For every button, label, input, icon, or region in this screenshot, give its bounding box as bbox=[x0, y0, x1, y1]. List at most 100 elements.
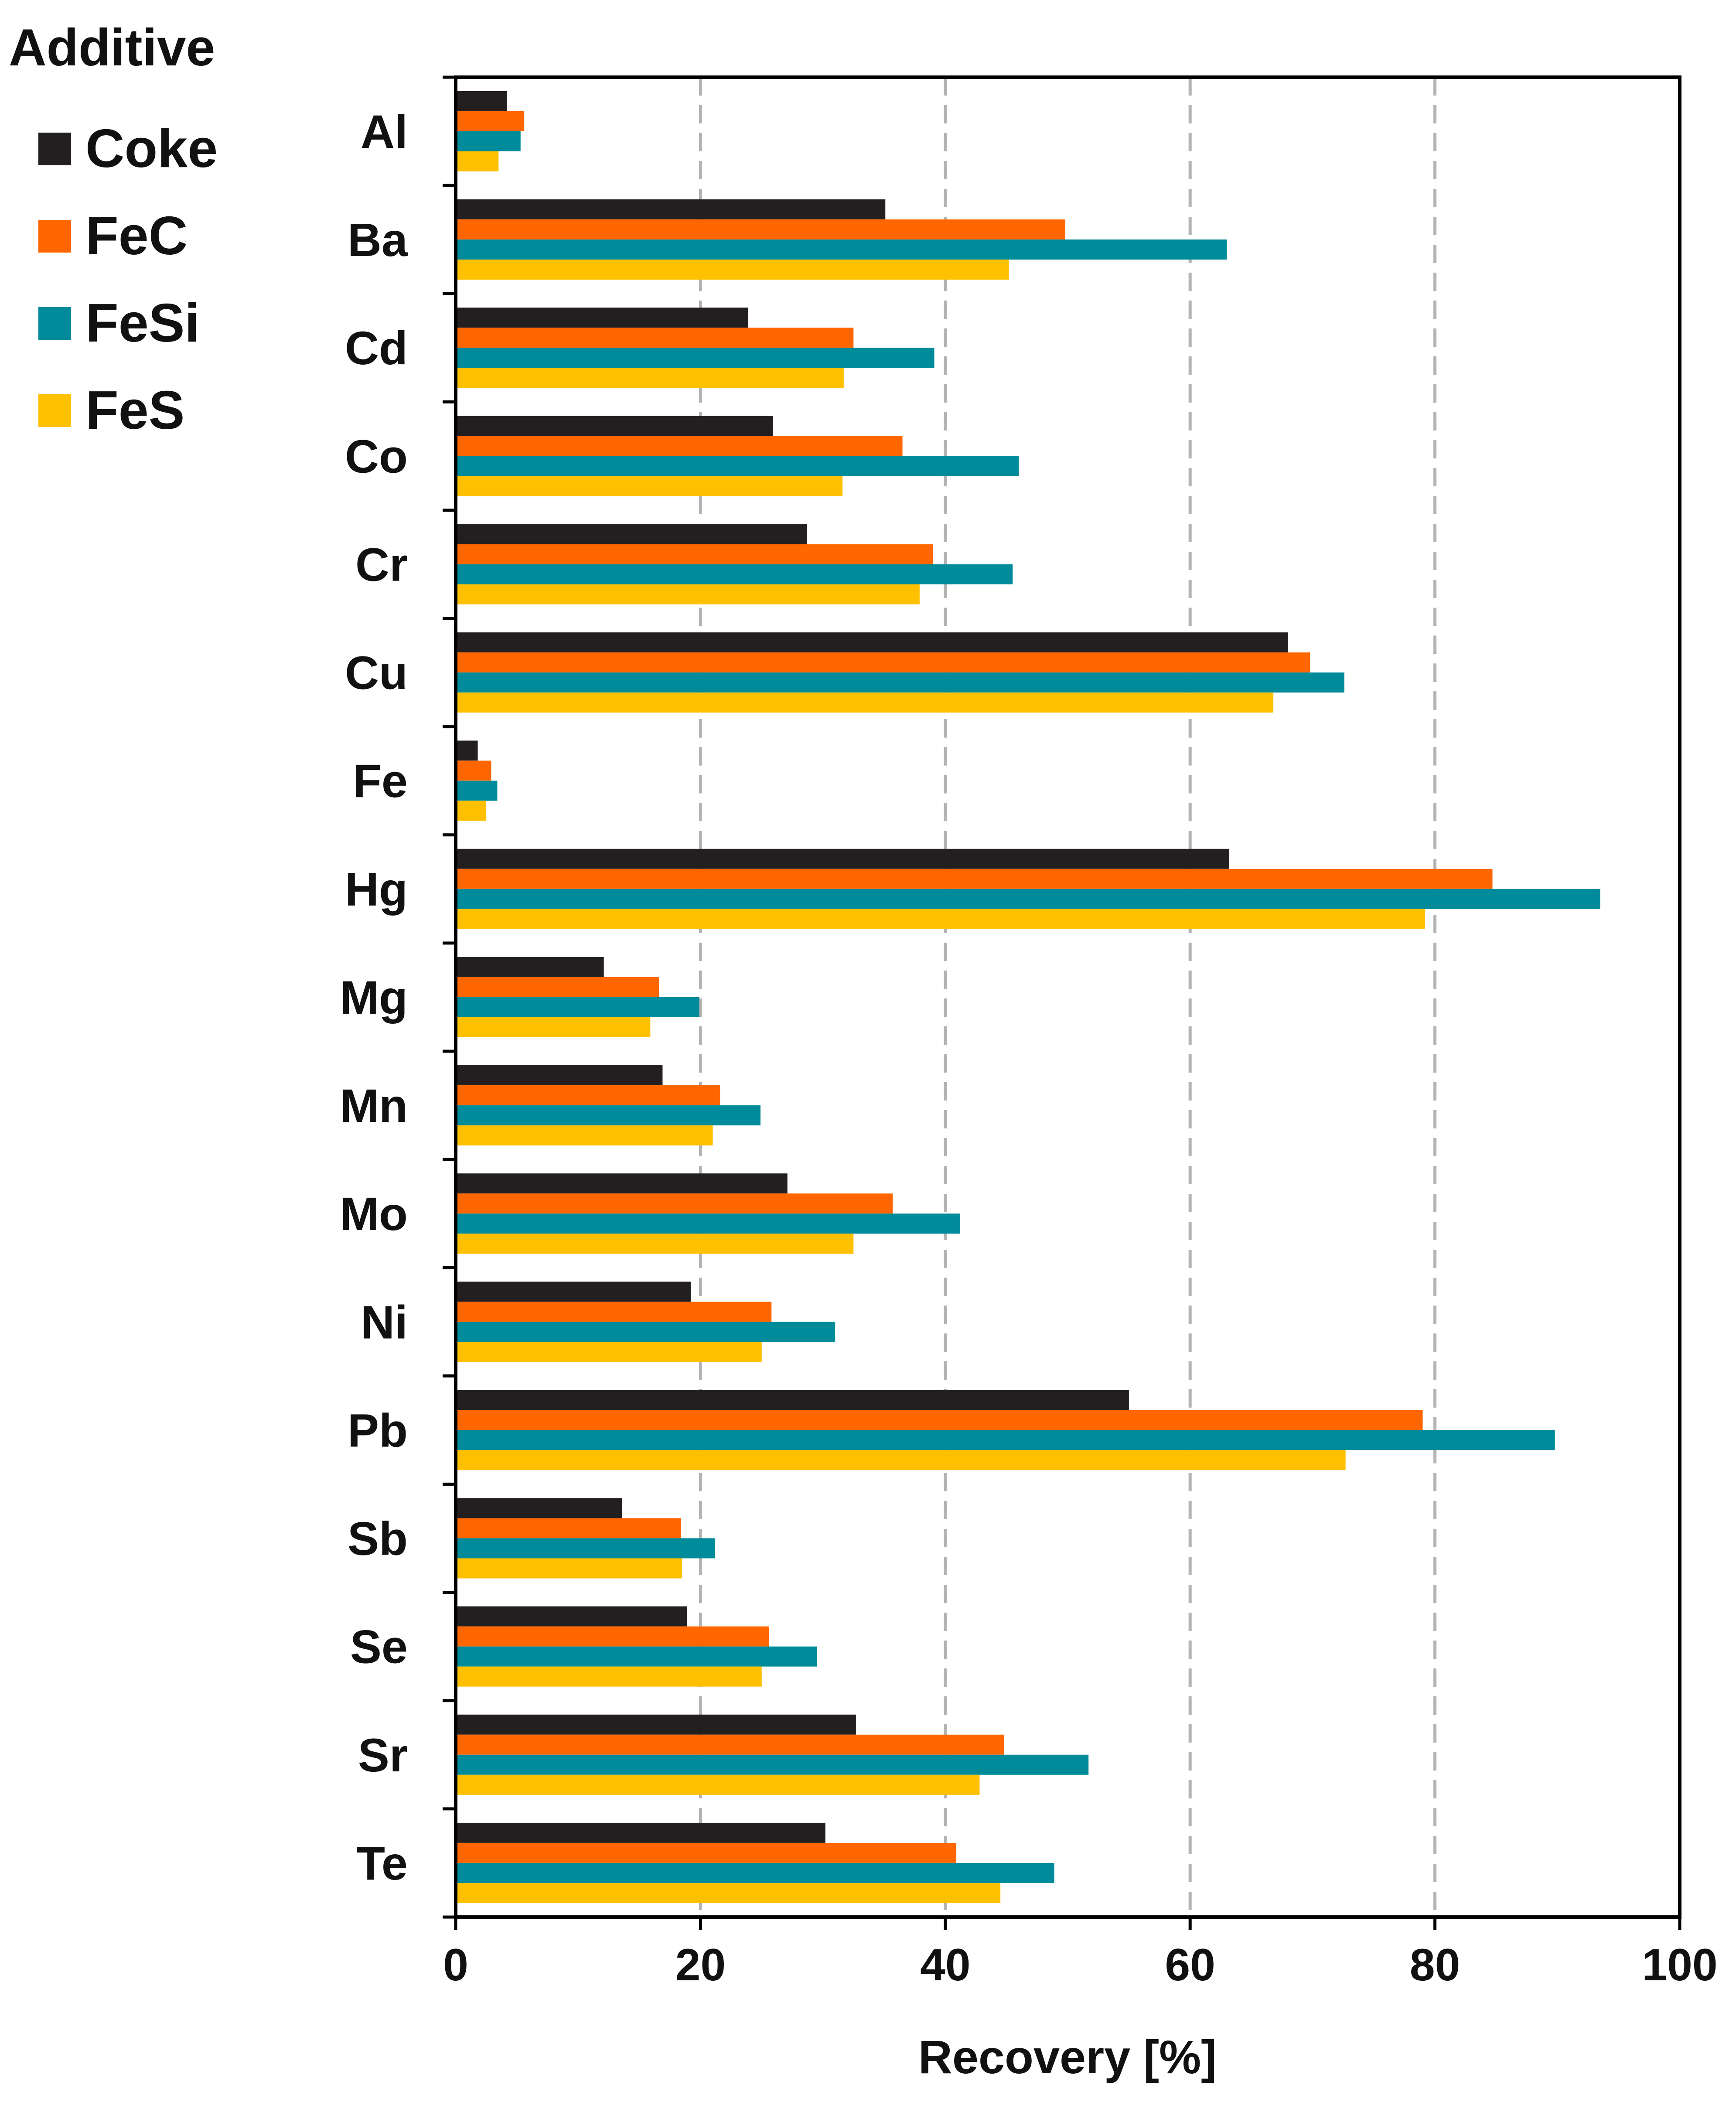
legend-label-fesi: FeSi bbox=[85, 293, 200, 353]
bar-coke-al bbox=[456, 91, 507, 111]
category-label-sr: Sr bbox=[358, 1729, 408, 1781]
bar-coke-mo bbox=[456, 1173, 788, 1194]
bar-fec-mg bbox=[456, 977, 659, 997]
bar-coke-sb bbox=[456, 1498, 622, 1518]
bar-fesi-fe bbox=[456, 780, 498, 801]
bar-fec-ni bbox=[456, 1302, 772, 1322]
bar-fes-ni bbox=[456, 1342, 762, 1362]
category-label-co: Co bbox=[345, 430, 408, 482]
category-label-cr: Cr bbox=[355, 538, 408, 591]
legend-swatch-fesi bbox=[38, 307, 71, 340]
category-label-cu: Cu bbox=[345, 646, 408, 699]
legend-label-fes: FeS bbox=[85, 380, 184, 441]
bar-fes-cu bbox=[456, 692, 1274, 713]
bar-fes-se bbox=[456, 1666, 762, 1687]
legend-swatch-fec bbox=[38, 220, 71, 253]
bar-fesi-hg bbox=[456, 889, 1600, 909]
bar-fec-pb bbox=[456, 1410, 1423, 1430]
category-label-cd: Cd bbox=[345, 321, 408, 374]
bar-fec-co bbox=[456, 436, 903, 456]
category-label-al: Al bbox=[361, 105, 408, 158]
x-tick-label-60: 60 bbox=[1165, 1940, 1215, 1990]
bar-fec-cu bbox=[456, 652, 1310, 673]
bar-fes-sb bbox=[456, 1558, 682, 1579]
x-tick-label-40: 40 bbox=[920, 1940, 971, 1990]
bar-fesi-cu bbox=[456, 672, 1344, 693]
bar-fes-cr bbox=[456, 584, 920, 605]
bar-fes-pb bbox=[456, 1450, 1346, 1470]
bar-fes-hg bbox=[456, 909, 1426, 929]
bars bbox=[456, 91, 1600, 1903]
bar-fec-sb bbox=[456, 1518, 681, 1538]
bar-coke-ni bbox=[456, 1282, 691, 1302]
bar-fesi-co bbox=[456, 456, 1019, 476]
bar-fesi-mo bbox=[456, 1213, 960, 1234]
bar-fes-cd bbox=[456, 368, 844, 388]
bar-fesi-mn bbox=[456, 1105, 761, 1126]
bar-fesi-ba bbox=[456, 239, 1227, 260]
bar-fes-al bbox=[456, 151, 499, 171]
bar-coke-te bbox=[456, 1822, 825, 1843]
axis-ticks bbox=[443, 75, 1681, 1930]
plot-frame bbox=[454, 75, 1681, 1919]
bar-coke-se bbox=[456, 1606, 687, 1627]
legend-label-fec: FeC bbox=[85, 206, 188, 266]
bar-fesi-se bbox=[456, 1646, 817, 1667]
bar-coke-fe bbox=[456, 740, 478, 761]
bar-fec-al bbox=[456, 111, 525, 131]
x-tick-label-80: 80 bbox=[1410, 1940, 1460, 1990]
category-label-hg: Hg bbox=[345, 863, 408, 916]
x-axis-title: Recovery [%] bbox=[918, 2030, 1217, 2083]
bar-fesi-mg bbox=[456, 997, 699, 1017]
bar-fes-sr bbox=[456, 1774, 980, 1795]
bar-coke-hg bbox=[456, 848, 1230, 869]
bar-fec-mo bbox=[456, 1193, 893, 1214]
bar-fes-co bbox=[456, 476, 843, 496]
x-tick-label-0: 0 bbox=[443, 1940, 468, 1990]
bar-fec-te bbox=[456, 1842, 957, 1863]
bar-fesi-cr bbox=[456, 564, 1013, 585]
bar-coke-ba bbox=[456, 199, 886, 220]
bar-fes-mo bbox=[456, 1234, 854, 1254]
bar-fes-ba bbox=[456, 260, 1009, 280]
category-label-te: Te bbox=[356, 1837, 408, 1890]
bar-fesi-ni bbox=[456, 1322, 836, 1342]
category-label-fe: Fe bbox=[353, 755, 408, 807]
x-tick-label-100: 100 bbox=[1642, 1940, 1718, 1990]
x-tick-label-20: 20 bbox=[675, 1940, 726, 1990]
bar-fec-fe bbox=[456, 760, 491, 781]
bar-fesi-cd bbox=[456, 348, 935, 368]
category-label-mn: Mn bbox=[340, 1079, 408, 1132]
bar-fesi-pb bbox=[456, 1430, 1555, 1450]
bar-fesi-sr bbox=[456, 1754, 1089, 1775]
legend-label-coke: Coke bbox=[85, 119, 218, 179]
bar-fec-cd bbox=[456, 328, 854, 348]
bar-coke-cr bbox=[456, 524, 807, 544]
category-label-sb: Sb bbox=[348, 1512, 408, 1565]
bar-fec-mn bbox=[456, 1085, 720, 1106]
legend-title: Additive bbox=[9, 18, 215, 77]
bar-fes-fe bbox=[456, 800, 487, 821]
category-label-ni: Ni bbox=[361, 1295, 408, 1348]
bar-fec-sr bbox=[456, 1734, 1004, 1755]
category-label-mg: Mg bbox=[340, 971, 408, 1024]
bar-fec-se bbox=[456, 1626, 769, 1647]
bar-fesi-al bbox=[456, 131, 521, 151]
bar-coke-pb bbox=[456, 1390, 1129, 1410]
category-label-ba: Ba bbox=[348, 213, 408, 266]
bar-coke-cu bbox=[456, 632, 1288, 653]
bar-coke-cd bbox=[456, 308, 748, 328]
bar-fes-te bbox=[456, 1883, 1001, 1903]
bar-coke-sr bbox=[456, 1714, 856, 1735]
legend-swatch-coke bbox=[38, 133, 71, 165]
bar-fec-hg bbox=[456, 868, 1493, 889]
bar-fes-mg bbox=[456, 1017, 651, 1037]
category-label-se: Se bbox=[350, 1620, 408, 1673]
bar-coke-mg bbox=[456, 957, 604, 977]
bar-coke-mn bbox=[456, 1065, 663, 1086]
bar-fec-ba bbox=[456, 219, 1065, 240]
bar-fes-mn bbox=[456, 1125, 713, 1146]
bar-fec-cr bbox=[456, 544, 933, 564]
bar-fesi-te bbox=[456, 1863, 1054, 1883]
